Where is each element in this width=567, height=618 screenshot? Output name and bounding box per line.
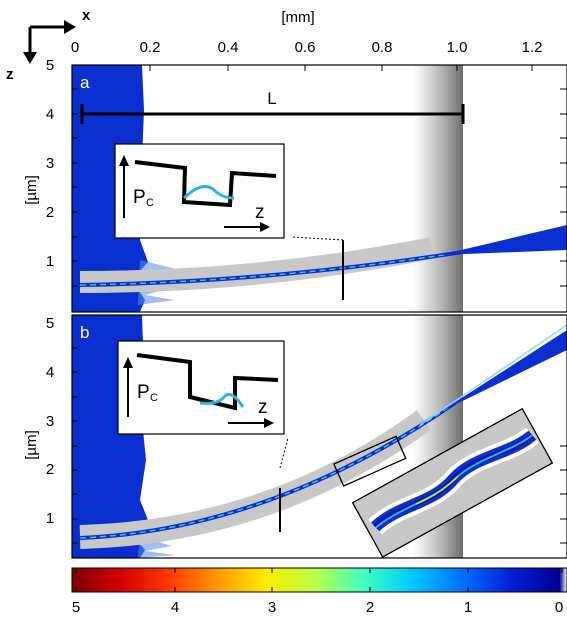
- panel-letter: a: [80, 73, 90, 92]
- y-tick-label: 4: [46, 364, 54, 381]
- top-tick-label: 0.4: [218, 39, 239, 56]
- inset-power-label: P: [133, 187, 146, 208]
- top-tick-label: 0.6: [295, 39, 316, 56]
- up-arrow-icon: [119, 155, 129, 166]
- zoom-region: [333, 435, 407, 487]
- mode-field: [79, 402, 456, 539]
- inset-z-label: z: [258, 397, 268, 418]
- right-arrow-icon: [260, 222, 270, 232]
- mode-profile: [199, 392, 245, 408]
- y-tick-label: 3: [46, 413, 54, 430]
- y-tick-label: 4: [46, 106, 54, 123]
- panel-b-frame: [71, 314, 567, 559]
- y-axis-label: [µm]: [23, 175, 40, 204]
- top-tick-label: 1.2: [522, 39, 543, 56]
- colorbar-tick-label: 0: [555, 599, 563, 616]
- colorbar-tick-label: 4: [171, 599, 179, 616]
- panel-letter: b: [80, 323, 89, 342]
- colorbar-tick-label: 1: [464, 599, 472, 616]
- colorbar-tick-label: 5: [72, 599, 80, 616]
- y-tick-label: 3: [46, 155, 54, 172]
- inset-a: P C z: [114, 143, 285, 239]
- inset-b: P C z: [117, 340, 285, 435]
- inset-leader-line: [279, 437, 289, 469]
- top-axis-unit: [mm]: [281, 9, 314, 26]
- zoom-inset: [351, 407, 554, 558]
- right-arrow-icon: [264, 418, 274, 428]
- panel-a-frame: [71, 64, 567, 313]
- z-axis-letter: z: [6, 66, 14, 83]
- output-beam: [440, 225, 567, 255]
- colorbar-tick-label: 2: [366, 599, 374, 616]
- orientation-indicator: x z: [6, 7, 91, 83]
- inset-power-subscript: C: [150, 392, 158, 404]
- absorber-region: [72, 65, 148, 312]
- colorbar-tick-label: 3: [268, 599, 276, 616]
- inset-z-label: z: [255, 202, 265, 223]
- panel-a: 5 4 3 2 1 [µm]: [23, 57, 567, 313]
- potential-profile: [134, 160, 277, 208]
- inset-power-subscript: C: [146, 197, 154, 209]
- x-arrow-icon: [64, 20, 76, 34]
- top-axis: [mm] 0 0.2 0.4 0.6 0.8 1.0 1.2: [71, 9, 543, 56]
- x-axis-letter: x: [82, 7, 91, 24]
- y-tick-label: 1: [46, 510, 54, 527]
- inset-leader-line: [291, 236, 344, 241]
- y-tick-label: 2: [46, 461, 54, 478]
- colorbar-gradient: [71, 567, 567, 593]
- y-axis-label: [µm]: [23, 430, 40, 459]
- colorbar: 5 4 3 2 1 0: [71, 567, 567, 616]
- length-label: L: [267, 89, 276, 108]
- top-tick-label: 0: [71, 39, 79, 56]
- inset-power-label: P: [137, 382, 150, 403]
- gray-band: [413, 65, 463, 312]
- y-tick-label: 2: [46, 204, 54, 221]
- top-tick-label: 0.8: [372, 39, 393, 56]
- z-arrow-icon: [23, 52, 37, 64]
- up-arrow-icon: [123, 357, 133, 368]
- y-tick-label: 5: [46, 57, 54, 74]
- output-beam: [440, 330, 567, 412]
- y-tick-label: 1: [46, 253, 54, 270]
- mode-profile: [182, 184, 235, 200]
- top-tick-label: 1.0: [447, 39, 468, 56]
- panel-b: 5 4 3 2 1 [µm]: [23, 314, 567, 559]
- curved-waveguide: [79, 237, 435, 293]
- top-tick-label: 0.2: [140, 39, 161, 56]
- y-tick-label: 5: [46, 315, 54, 332]
- mode-field: [79, 251, 464, 286]
